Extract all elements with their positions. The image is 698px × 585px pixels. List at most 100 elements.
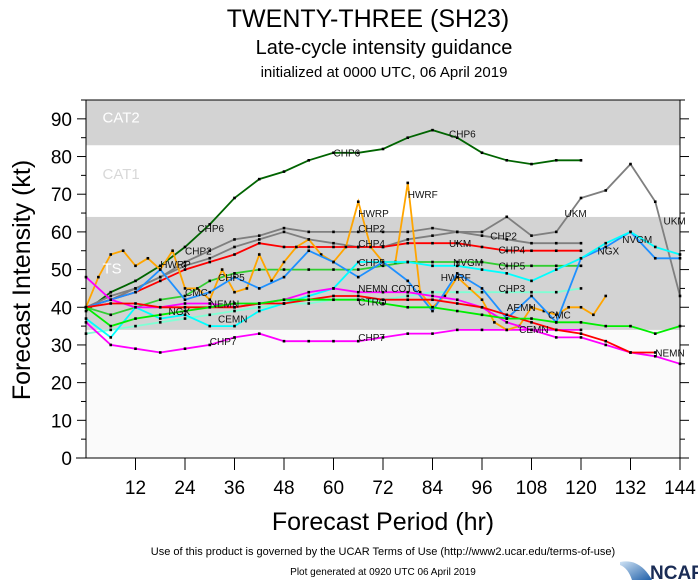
x-tick-label: 84 (422, 478, 444, 499)
data-point (332, 260, 335, 264)
data-point (208, 343, 212, 347)
data-point (233, 196, 236, 200)
data-point (406, 294, 410, 298)
data-point (629, 351, 632, 354)
data-point (431, 226, 434, 230)
y-tick-label: 60 (51, 223, 72, 244)
x-tick-label: 12 (125, 478, 146, 499)
data-point (480, 151, 484, 155)
data-point (134, 305, 137, 309)
model-label: NGX (169, 307, 191, 318)
data-point (233, 336, 236, 339)
model-label: CHP4 (499, 246, 526, 257)
model-label: AEMN (507, 303, 536, 314)
model-label: UKM (664, 216, 686, 227)
data-point (307, 268, 311, 271)
data-point (233, 238, 236, 241)
data-point (480, 287, 484, 290)
model-label: CHP6 (334, 149, 361, 160)
data-point (208, 313, 212, 317)
data-point (109, 294, 113, 298)
data-point (356, 245, 360, 249)
chart-subtitle: Late-cycle intensity guidance (256, 37, 513, 59)
model-label: CHP2 (185, 247, 212, 258)
x-tick-label: 120 (565, 478, 597, 499)
data-point (356, 275, 360, 279)
data-point (567, 305, 570, 309)
data-point (480, 234, 484, 237)
data-point (183, 268, 187, 271)
data-point (530, 162, 533, 166)
data-point (480, 305, 484, 309)
x-tick-label: 132 (615, 478, 647, 499)
y-tick-label: 80 (51, 148, 72, 169)
data-point (158, 351, 162, 354)
data-point (604, 339, 608, 343)
data-point (592, 313, 595, 317)
data-point (257, 302, 261, 305)
data-point (530, 328, 533, 332)
data-point (307, 245, 311, 249)
data-point (332, 268, 335, 271)
ncar-logo: NCAR (620, 561, 698, 584)
data-point (356, 230, 360, 234)
data-point (356, 151, 360, 155)
data-point (431, 332, 434, 335)
y-tick-label: 30 (51, 336, 72, 357)
data-point (183, 287, 187, 290)
x-tick-label: 36 (224, 478, 245, 499)
x-tick-label: 24 (174, 478, 196, 499)
model-label: UKM (565, 209, 587, 220)
data-point (356, 294, 360, 298)
data-point (431, 241, 434, 245)
data-point (455, 272, 459, 275)
model-label: HWRF (408, 190, 438, 201)
data-point (307, 238, 311, 241)
data-point (146, 256, 150, 260)
data-point (604, 294, 608, 298)
data-point (653, 354, 657, 358)
data-point (381, 298, 385, 302)
data-point (282, 339, 286, 343)
model-label: NVGM (453, 258, 483, 269)
data-point (579, 264, 583, 268)
data-point (455, 309, 459, 313)
data-point (208, 305, 212, 309)
chart-initialized: initialized at 0000 UTC, 06 April 2019 (261, 64, 508, 81)
data-point (530, 290, 533, 294)
data-point (480, 328, 484, 332)
model-label: CTRO (358, 298, 387, 309)
data-point (530, 234, 533, 237)
data-point (406, 290, 410, 294)
data-point (332, 230, 335, 234)
model-label: NVGM (622, 235, 652, 246)
data-point (579, 196, 583, 200)
data-point (629, 162, 632, 166)
data-point (579, 321, 583, 324)
x-tick-label: 48 (273, 478, 294, 499)
data-point (381, 147, 385, 151)
data-point (554, 230, 558, 234)
model-label: NEMN (210, 299, 239, 310)
y-tick-label: 10 (51, 411, 72, 432)
data-point (307, 302, 311, 305)
data-point (233, 290, 236, 294)
data-point (455, 298, 459, 302)
data-point (220, 268, 224, 271)
data-point (282, 298, 286, 302)
data-point (530, 294, 533, 298)
data-point (493, 321, 496, 324)
data-point (332, 298, 335, 302)
data-point (480, 298, 484, 302)
model-label: CHP5 (499, 262, 526, 273)
data-point (406, 279, 410, 283)
data-point (183, 294, 187, 298)
data-point (295, 245, 298, 249)
data-point (208, 223, 212, 226)
data-point (257, 309, 261, 313)
data-point (282, 170, 286, 173)
data-point (579, 287, 583, 290)
model-label: CHP6 (197, 224, 224, 235)
data-point (245, 287, 249, 290)
